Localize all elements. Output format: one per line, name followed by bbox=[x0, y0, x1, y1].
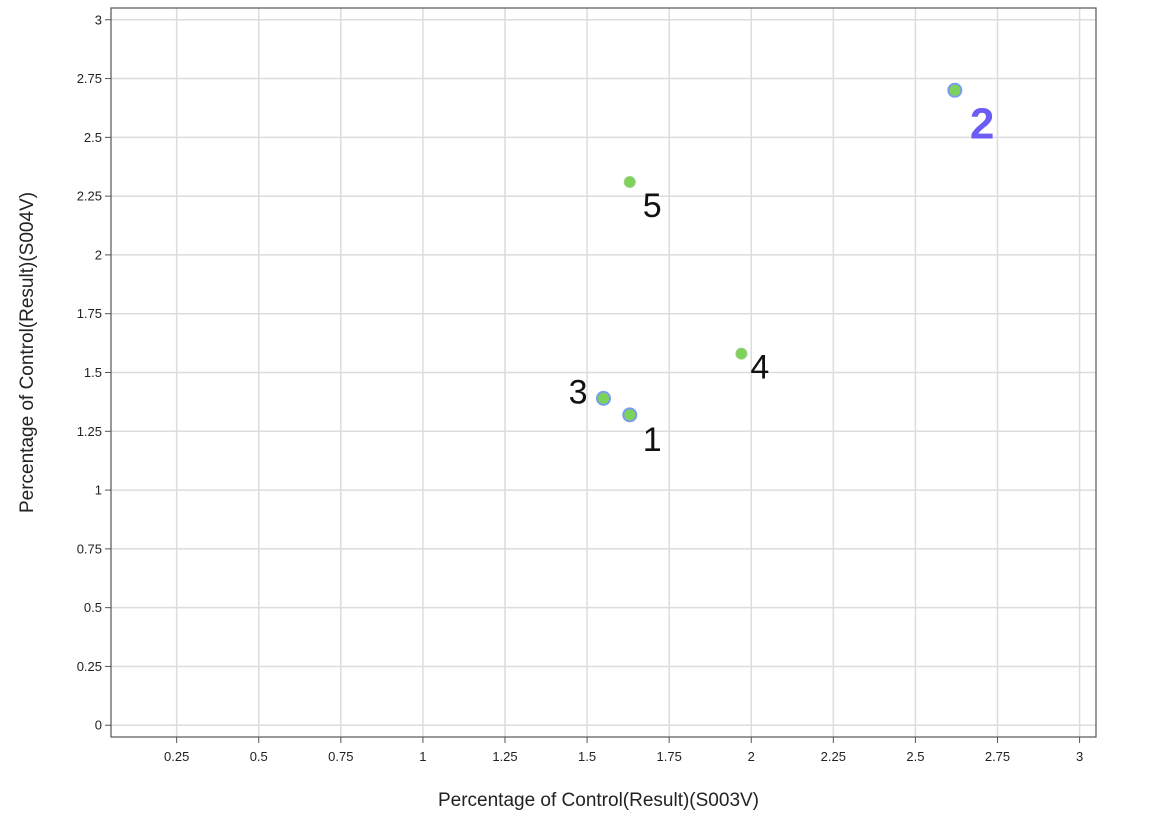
x-tick-label: 2.25 bbox=[821, 749, 846, 764]
x-tick-label: 3 bbox=[1076, 749, 1083, 764]
point-label-4: 4 bbox=[750, 349, 769, 387]
y-tick-label: 1.75 bbox=[77, 306, 102, 321]
y-tick-label: 2.5 bbox=[84, 130, 102, 145]
y-tick-label: 1.25 bbox=[77, 424, 102, 439]
x-tick-label: 2.5 bbox=[906, 749, 924, 764]
x-tick-label: 0.25 bbox=[164, 749, 189, 764]
x-tick-label: 2 bbox=[748, 749, 755, 764]
points-layer bbox=[596, 82, 963, 423]
x-tick-label: 1.25 bbox=[492, 749, 517, 764]
y-tick-label: 0.5 bbox=[84, 600, 102, 615]
x-tick-label: 2.75 bbox=[985, 749, 1010, 764]
point-label-2: 2 bbox=[970, 99, 994, 148]
data-point-5[interactable] bbox=[623, 176, 636, 189]
y-tick-label: 3 bbox=[95, 12, 102, 27]
x-tick-label: 1.75 bbox=[657, 749, 682, 764]
axis-layer: 0.25 0.5 0.75 1 1.25 1.5 1.75 2 2.25 2.5 2.75 3 0 0.2… bbox=[77, 7, 1097, 764]
y-tick-label: 2.75 bbox=[77, 71, 102, 86]
x-tick-label: 0.75 bbox=[328, 749, 353, 764]
data-point-1[interactable] bbox=[624, 409, 636, 421]
plot-frame bbox=[110, 7, 1097, 738]
y-tick-label: 2.25 bbox=[77, 189, 102, 204]
x-tick-label: 0.5 bbox=[250, 749, 268, 764]
point-label-5: 5 bbox=[643, 187, 662, 225]
point-label-1: 1 bbox=[643, 421, 662, 459]
y-tick-label: 0.25 bbox=[77, 659, 102, 674]
y-tick-label: 0.75 bbox=[77, 541, 102, 556]
y-axis-title: Percentage of Control(Result)(S004V) bbox=[17, 192, 38, 513]
grid-layer bbox=[111, 8, 1096, 737]
x-axis-title: Percentage of Control(Result)(S003V) bbox=[438, 790, 759, 811]
y-tick-label: 1 bbox=[95, 483, 102, 498]
x-tick-label: 1 bbox=[419, 749, 426, 764]
data-point-2[interactable] bbox=[949, 84, 961, 96]
point-label-3: 3 bbox=[569, 373, 588, 411]
y-tick-label: 2 bbox=[95, 247, 102, 262]
point-labels-layer: 1 2 3 4 5 bbox=[569, 99, 995, 459]
data-point-4[interactable] bbox=[735, 347, 748, 360]
y-tick-label: 0 bbox=[95, 718, 102, 733]
x-tick-label: 1.5 bbox=[578, 749, 596, 764]
data-point-3[interactable] bbox=[598, 392, 609, 404]
y-tick-label: 1.5 bbox=[84, 365, 102, 380]
